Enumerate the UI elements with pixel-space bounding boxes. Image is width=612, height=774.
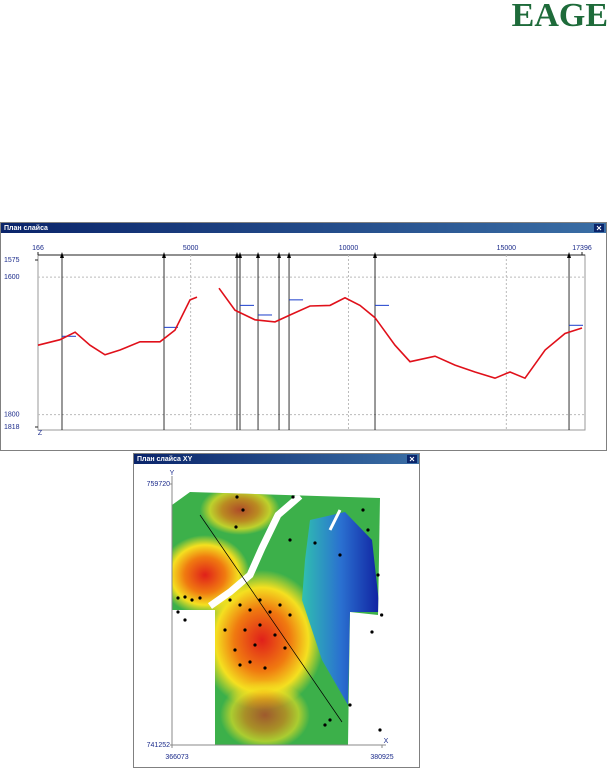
well-arrow bbox=[238, 252, 243, 258]
well-point bbox=[268, 610, 272, 614]
well-point bbox=[198, 596, 202, 600]
well-point bbox=[243, 628, 247, 632]
well-point bbox=[366, 528, 370, 532]
well-point bbox=[190, 598, 194, 602]
well-point bbox=[253, 643, 257, 647]
x-tick-label: 5000 bbox=[183, 245, 199, 252]
well-point bbox=[288, 613, 292, 617]
well-point bbox=[176, 596, 180, 600]
section-line bbox=[199, 514, 343, 723]
well-point bbox=[228, 598, 232, 602]
well-arrow bbox=[162, 252, 167, 258]
well-point bbox=[233, 648, 237, 652]
title-bar bbox=[134, 454, 419, 464]
well-point bbox=[370, 630, 374, 634]
well-arrow bbox=[373, 252, 378, 258]
well-point bbox=[291, 495, 295, 499]
y-tick-label: 1575 bbox=[4, 257, 20, 264]
well-point bbox=[258, 598, 262, 602]
well-point bbox=[283, 646, 287, 650]
well-point bbox=[313, 541, 317, 545]
well-point bbox=[378, 728, 382, 732]
well-point bbox=[278, 603, 282, 607]
well-point bbox=[263, 666, 267, 670]
x-tick-label: 166 bbox=[32, 245, 44, 252]
title-bar bbox=[1, 223, 606, 233]
well-point bbox=[361, 508, 365, 512]
well-point bbox=[223, 628, 227, 632]
well-point bbox=[238, 663, 242, 667]
well-point bbox=[323, 723, 327, 727]
x-tick-label: 10000 bbox=[339, 245, 359, 252]
well-point bbox=[183, 618, 187, 622]
y-tick-label: 741252 bbox=[147, 742, 170, 749]
y-tick-label: 1800 bbox=[4, 411, 20, 418]
logo: EAGE bbox=[512, 0, 608, 34]
x-tick-label: 366073 bbox=[165, 754, 188, 761]
window-frame bbox=[0, 222, 607, 451]
well-point bbox=[176, 610, 180, 614]
well-arrow bbox=[567, 252, 572, 258]
window-title: План слайса XY bbox=[137, 455, 193, 463]
y-axis-label: Y bbox=[170, 470, 175, 477]
well-point bbox=[273, 633, 277, 637]
well-arrow bbox=[235, 252, 240, 258]
y-tick-label: 1818 bbox=[4, 424, 20, 431]
y-axis-label: Z bbox=[38, 430, 43, 437]
data-line bbox=[37, 287, 583, 380]
well-arrow bbox=[256, 252, 261, 258]
well-point bbox=[248, 608, 252, 612]
well-point bbox=[288, 538, 292, 542]
close-button[interactable] bbox=[594, 224, 604, 232]
well-point bbox=[234, 525, 238, 529]
well-arrow bbox=[277, 252, 282, 258]
well-point bbox=[241, 508, 245, 512]
well-point bbox=[235, 495, 239, 499]
x-tick-label: 15000 bbox=[497, 245, 517, 252]
y-tick-label: 1600 bbox=[4, 274, 20, 281]
well-arrow bbox=[287, 252, 292, 258]
well-point bbox=[376, 573, 380, 577]
y-tick-label: 759720 bbox=[147, 481, 170, 488]
x-tick-label: 380925 bbox=[370, 754, 393, 761]
well-point bbox=[258, 623, 262, 627]
well-point bbox=[380, 613, 384, 617]
window-title: План слайса bbox=[4, 224, 48, 232]
well-point bbox=[338, 553, 342, 557]
x-axis-label: X bbox=[384, 738, 389, 745]
well-point bbox=[328, 718, 332, 722]
well-point bbox=[183, 595, 187, 599]
well-arrow bbox=[59, 252, 64, 258]
well-point bbox=[348, 703, 352, 707]
close-button[interactable] bbox=[407, 455, 417, 463]
well-point bbox=[238, 603, 242, 607]
well-point bbox=[248, 660, 252, 664]
x-tick-label: 17396 bbox=[572, 245, 592, 252]
